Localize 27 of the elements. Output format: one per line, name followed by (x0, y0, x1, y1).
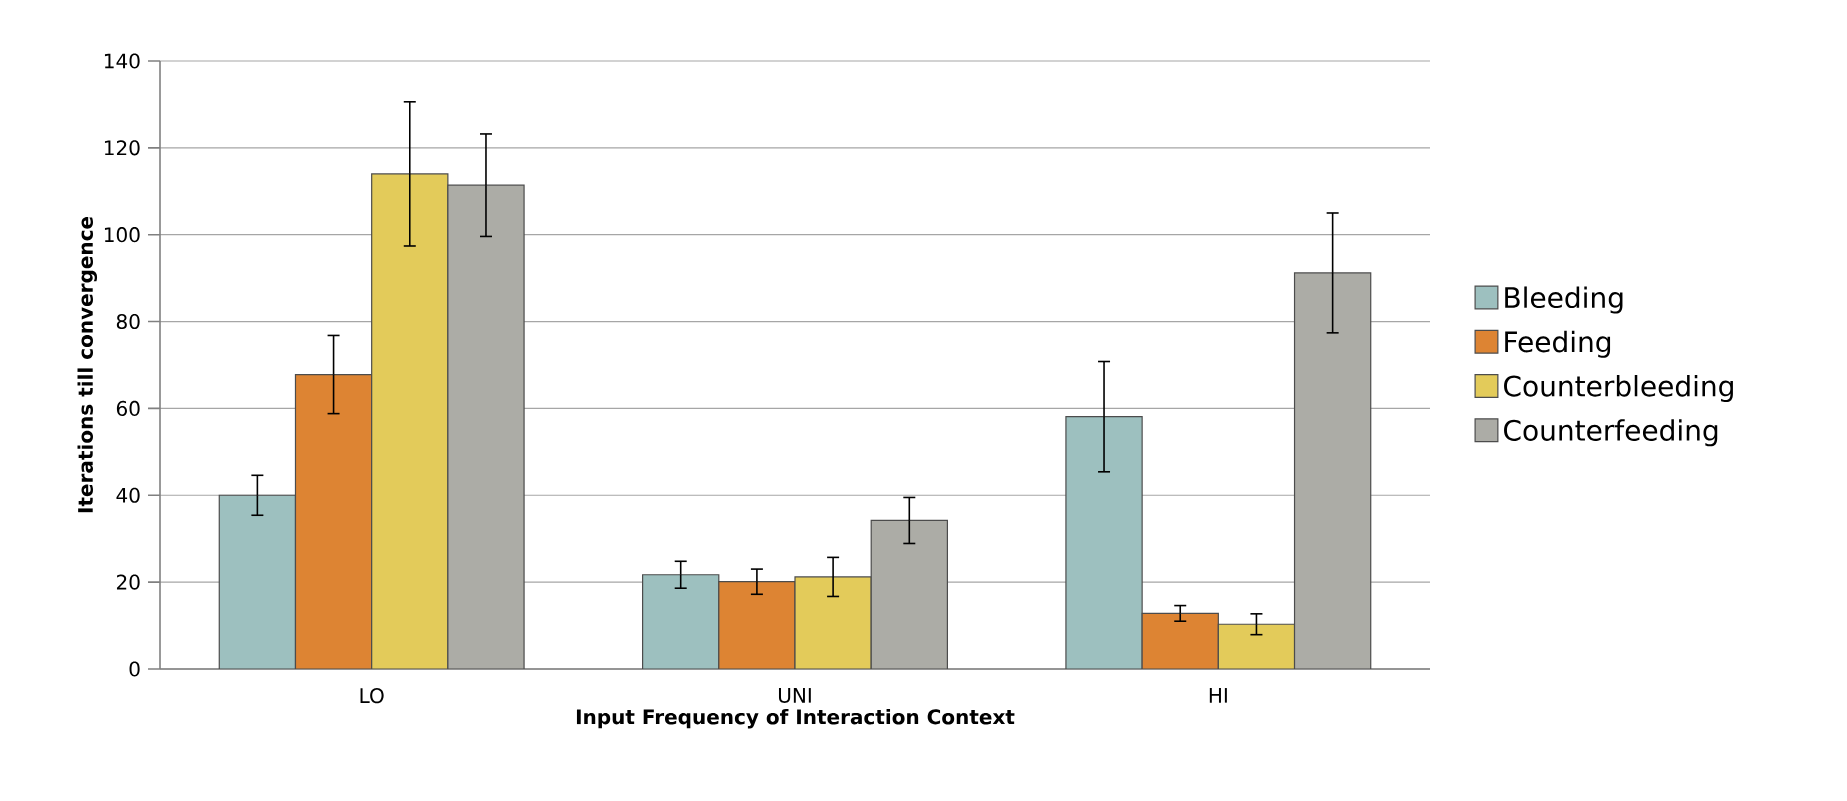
bar (218, 494, 297, 669)
bar (718, 581, 796, 669)
x-tick-label: LO (360, 688, 384, 704)
y-tick-label: 140 (104, 53, 140, 69)
y-tick-label: 100 (104, 227, 140, 243)
legend-label: Counterfeeding (1504, 419, 1718, 447)
bar (447, 184, 525, 669)
bar (1217, 623, 1296, 669)
legend-label: Bleeding (1505, 286, 1623, 314)
bar (1065, 416, 1143, 669)
x-axis-title: Input Frequency of Interaction Context (576, 708, 1015, 729)
y-tick-label: 40 (116, 487, 140, 503)
bar (294, 373, 373, 669)
bar (642, 574, 720, 669)
y-tick-label: 120 (104, 140, 140, 156)
bar (371, 173, 449, 669)
x-tick-label: HI (1209, 688, 1227, 703)
bar (1141, 612, 1219, 669)
bar (794, 576, 872, 669)
y-tick-label: 20 (116, 574, 140, 590)
x-tick-label: UNI (778, 688, 811, 703)
y-tick-label: 80 (116, 313, 140, 330)
y-tick-label: 60 (116, 400, 140, 416)
legend-label: Counterbleeding (1504, 374, 1733, 403)
legend-label: Feeding (1505, 330, 1611, 358)
y-tick-label: 0 (129, 661, 140, 677)
y-axis-title: Iterations till convergence (77, 216, 98, 513)
